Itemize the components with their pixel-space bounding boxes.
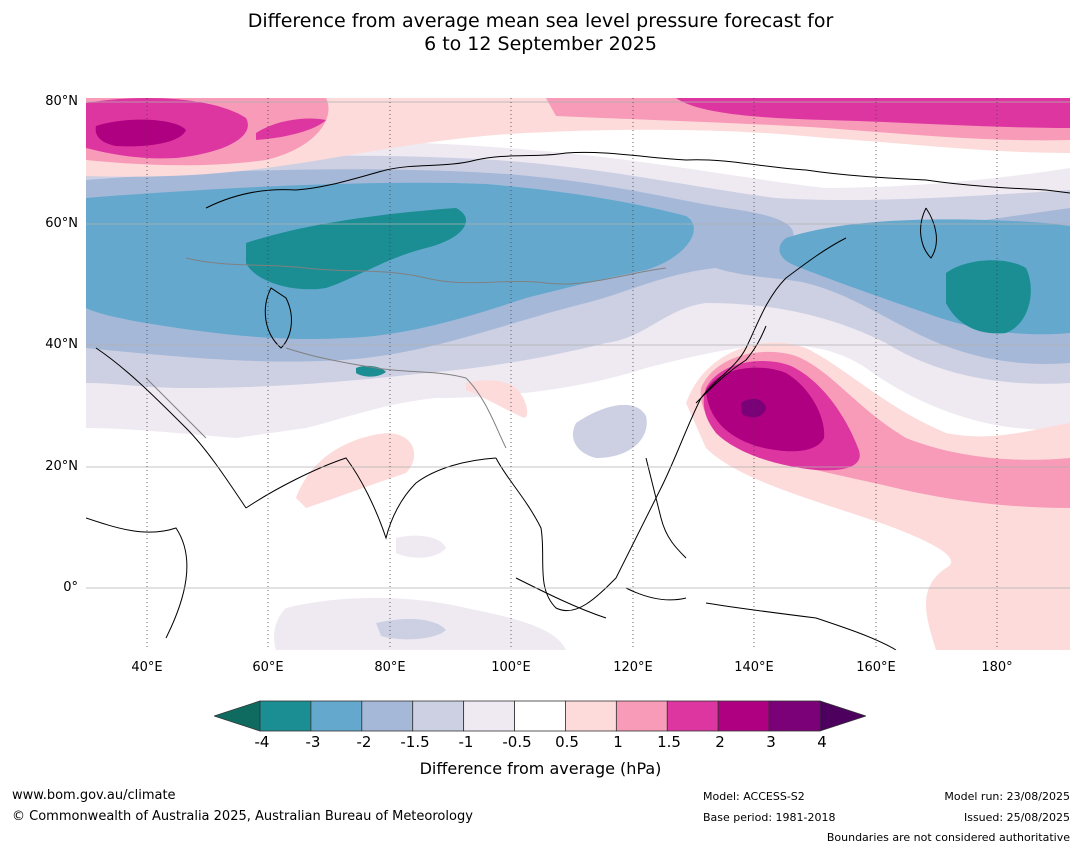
lat-label-40n: 40°N xyxy=(45,337,78,352)
colorbar-segment xyxy=(768,700,821,732)
coastline-indonesia xyxy=(515,577,897,650)
anomaly-area-pos-3-pacific xyxy=(741,398,766,418)
colorbar-segment xyxy=(463,700,515,732)
coastline-caspian xyxy=(264,287,292,349)
colorbar-segment xyxy=(259,700,312,732)
title-line-1: Difference from average mean sea level p… xyxy=(247,10,834,32)
lon-label-60e: 60°E xyxy=(252,660,284,675)
colorbar-title: Difference from average (hPa) xyxy=(419,759,662,778)
colorbar-tick: 4 xyxy=(817,733,827,751)
colorbar-tick: -3 xyxy=(305,733,321,751)
colorbar-segment xyxy=(615,700,668,732)
colorbar-extend-low xyxy=(214,700,261,732)
coastline-philippines xyxy=(645,457,687,559)
colorbar-tick: 2 xyxy=(715,733,725,751)
country-borders xyxy=(145,257,667,449)
lon-label-160e: 160°E xyxy=(856,660,896,675)
pressure-anomaly-map xyxy=(86,98,1070,650)
lat-label-0: 0° xyxy=(63,580,78,595)
colorbar xyxy=(214,700,866,732)
footer-copyright: © Commonwealth of Australia 2025, Austra… xyxy=(12,809,473,824)
colorbar-segment xyxy=(412,700,465,732)
anomaly-area-neg-1-indian xyxy=(376,404,647,640)
footer-model-run: Model run: 23/08/2025 xyxy=(944,790,1070,803)
colorbar-segment xyxy=(310,700,363,732)
colorbar-tick: -2 xyxy=(356,733,372,751)
footer-website: www.bom.gov.au/climate xyxy=(12,788,176,803)
anomaly-area-pos-0-5-china xyxy=(466,380,528,418)
footer-boundaries-note: Boundaries are not considered authoritat… xyxy=(826,831,1070,844)
lat-label-20n: 20°N xyxy=(45,459,78,474)
anomaly-area-neg-0-5-indian xyxy=(274,535,566,650)
colorbar-tick: -0.5 xyxy=(502,733,532,751)
colorbar-tick: 1 xyxy=(613,733,623,751)
colorbar-tick: 3 xyxy=(766,733,776,751)
colorbar-extend-high xyxy=(819,700,866,732)
coastlines xyxy=(86,151,1070,650)
graticule xyxy=(86,98,1070,650)
coastline-africa xyxy=(86,517,188,639)
colorbar-segment xyxy=(666,700,719,732)
anomaly-area-pos-2-arctic xyxy=(95,119,186,147)
coastline-japan xyxy=(695,325,767,404)
anomaly-area-neg-3 xyxy=(246,208,1031,334)
coastline-arctic xyxy=(205,151,1070,209)
footer-issued: Issued: 25/08/2025 xyxy=(963,811,1070,824)
footer-base-period: Base period: 1981-2018 xyxy=(703,811,836,824)
coastline-arabia-india xyxy=(95,347,497,540)
colorbar-tick: 1.5 xyxy=(657,733,681,751)
colorbar-segment xyxy=(565,700,617,732)
lon-label-100e: 100°E xyxy=(491,660,531,675)
anomaly-area-pos-1-5-arctic xyxy=(86,98,1070,159)
colorbar-tick: -1.5 xyxy=(400,733,430,751)
lon-label-80e: 80°E xyxy=(374,660,406,675)
lat-label-60n: 60°N xyxy=(45,216,78,231)
lon-label-120e: 120°E xyxy=(613,660,653,675)
coastline-kamchatka xyxy=(920,207,937,259)
colorbar-segment xyxy=(717,700,770,732)
colorbar-segment xyxy=(514,700,566,732)
footer-model: Model: ACCESS-S2 xyxy=(703,790,805,803)
lat-label-80n: 80°N xyxy=(45,94,78,109)
map-title: Difference from average mean sea level p… xyxy=(0,10,1081,56)
anomaly-field xyxy=(86,98,1070,650)
colorbar-tick: -1 xyxy=(458,733,474,751)
anomaly-area-neg-2 xyxy=(86,182,1070,339)
colorbar-tick: 0.5 xyxy=(555,733,579,751)
colorbar-segment xyxy=(361,700,414,732)
lon-label-140e: 140°E xyxy=(734,660,774,675)
lon-label-40e: 40°E xyxy=(131,660,163,675)
colorbar-tick: -4 xyxy=(254,733,270,751)
coastline-east-asia xyxy=(495,237,847,612)
lon-label-180: 180° xyxy=(981,660,1013,675)
title-line-2: 6 to 12 September 2025 xyxy=(424,33,657,55)
